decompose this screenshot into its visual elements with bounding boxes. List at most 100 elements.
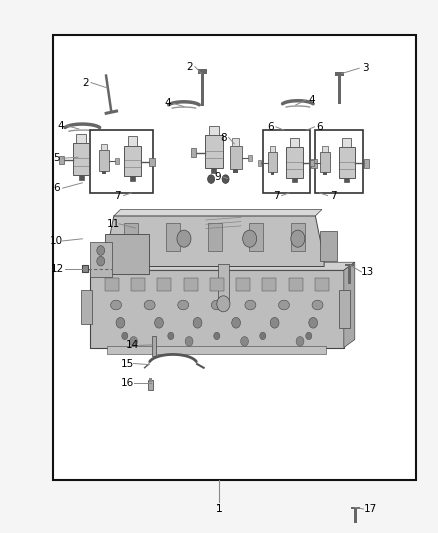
Bar <box>310 159 314 166</box>
Bar <box>354 507 357 523</box>
Bar <box>124 146 141 176</box>
Bar <box>344 178 350 182</box>
Polygon shape <box>90 262 355 270</box>
Circle shape <box>214 332 220 340</box>
Text: 7: 7 <box>272 191 279 200</box>
Circle shape <box>97 246 105 255</box>
Text: 9: 9 <box>215 172 222 182</box>
Text: 13: 13 <box>361 267 374 277</box>
Bar <box>320 152 330 173</box>
Text: 5: 5 <box>53 154 60 163</box>
Bar <box>53 35 416 480</box>
Polygon shape <box>114 209 322 216</box>
Bar <box>107 346 326 354</box>
Text: 6: 6 <box>267 122 274 132</box>
Text: 7: 7 <box>114 191 121 200</box>
Bar <box>211 168 216 173</box>
Bar <box>348 264 351 284</box>
Bar <box>102 171 106 174</box>
Text: 2: 2 <box>82 78 89 87</box>
Bar <box>323 173 327 175</box>
Bar <box>99 150 109 171</box>
Bar <box>166 223 180 252</box>
Text: 1: 1 <box>215 504 223 514</box>
Bar <box>233 169 238 173</box>
Circle shape <box>240 336 248 346</box>
Bar <box>81 289 92 324</box>
Bar <box>149 158 155 166</box>
Bar <box>201 69 204 106</box>
Bar <box>198 69 207 74</box>
Bar <box>124 223 138 252</box>
Bar <box>339 289 350 328</box>
Circle shape <box>122 332 128 340</box>
Text: 6: 6 <box>53 183 60 193</box>
Circle shape <box>306 332 312 340</box>
Bar <box>184 278 198 292</box>
Bar <box>345 264 354 266</box>
Bar <box>343 138 351 147</box>
Text: 12: 12 <box>50 264 64 274</box>
Bar <box>152 336 156 356</box>
Bar <box>90 130 153 193</box>
Polygon shape <box>105 216 324 266</box>
Text: 10: 10 <box>49 236 63 246</box>
Text: 15: 15 <box>120 359 134 368</box>
Bar <box>128 136 137 146</box>
Bar <box>90 270 344 348</box>
Bar <box>130 176 135 181</box>
Circle shape <box>232 318 240 328</box>
Bar <box>289 278 303 292</box>
Bar <box>115 158 119 164</box>
Text: 17: 17 <box>364 504 377 514</box>
Ellipse shape <box>312 300 323 310</box>
Bar <box>232 139 239 146</box>
Bar <box>101 144 107 150</box>
Bar <box>131 278 145 292</box>
Bar <box>208 223 222 252</box>
Bar <box>248 155 252 161</box>
Bar <box>249 223 263 252</box>
Bar <box>105 234 149 274</box>
Bar <box>230 146 242 169</box>
Circle shape <box>130 336 138 346</box>
Bar <box>258 159 261 166</box>
Bar <box>262 278 276 292</box>
Bar <box>335 72 344 76</box>
Ellipse shape <box>110 300 121 310</box>
Circle shape <box>155 318 163 328</box>
Bar <box>351 507 360 510</box>
Text: 2: 2 <box>186 62 193 71</box>
Bar <box>191 148 196 157</box>
Text: 6: 6 <box>316 122 323 132</box>
Bar <box>269 146 276 152</box>
Bar <box>286 147 303 178</box>
Circle shape <box>243 230 257 247</box>
Bar <box>82 265 88 272</box>
Ellipse shape <box>279 300 290 310</box>
Bar <box>315 130 363 193</box>
Bar <box>290 138 299 147</box>
Circle shape <box>193 318 202 328</box>
Circle shape <box>270 318 279 328</box>
Bar <box>271 173 274 175</box>
Circle shape <box>116 318 125 328</box>
Bar <box>364 159 369 168</box>
Bar <box>320 231 337 262</box>
Bar <box>291 223 305 252</box>
Bar <box>105 278 119 292</box>
Bar <box>149 378 152 382</box>
Bar <box>210 278 224 292</box>
Bar <box>205 135 223 168</box>
Bar <box>209 126 219 135</box>
Ellipse shape <box>178 300 189 310</box>
Circle shape <box>309 318 318 328</box>
Bar <box>90 242 112 277</box>
Bar <box>218 264 229 304</box>
Ellipse shape <box>245 300 256 310</box>
Bar <box>339 147 355 178</box>
Circle shape <box>208 175 215 183</box>
Text: 16: 16 <box>120 378 134 387</box>
Bar <box>77 134 85 143</box>
Bar <box>157 278 171 292</box>
